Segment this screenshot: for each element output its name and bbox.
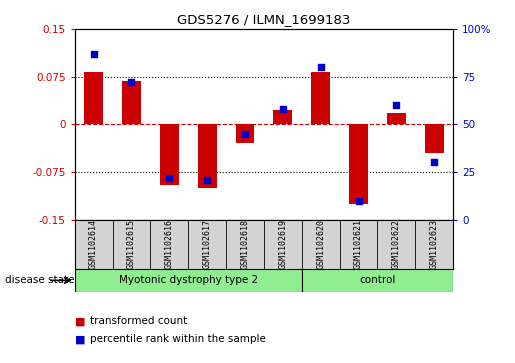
Point [279,106,287,112]
Text: GSM1102615: GSM1102615 [127,219,136,269]
Text: transformed count: transformed count [90,316,187,326]
Bar [84,72,103,124]
Bar [273,110,293,124]
Text: GSM1102620: GSM1102620 [316,219,325,269]
Point [317,64,325,70]
Bar [387,113,406,124]
Bar [349,124,368,204]
Text: percentile rank within the sample: percentile rank within the sample [90,334,266,344]
Bar [160,124,179,185]
Text: GSM1102622: GSM1102622 [392,219,401,269]
Text: disease state: disease state [5,275,75,285]
Text: ■: ■ [75,316,85,326]
Bar [425,124,444,153]
Point [90,51,98,57]
Bar [302,269,453,292]
Text: GSM1102617: GSM1102617 [203,219,212,269]
Point [430,159,438,165]
Point [165,175,174,180]
Text: GSM1102616: GSM1102616 [165,219,174,269]
Point [354,197,363,203]
Text: GSM1102619: GSM1102619 [279,219,287,269]
Bar [311,72,330,124]
Point [392,102,401,108]
Bar [75,269,302,292]
Text: GSM1102621: GSM1102621 [354,219,363,269]
Bar [198,124,217,188]
Text: Myotonic dystrophy type 2: Myotonic dystrophy type 2 [118,276,258,285]
Point [241,131,249,137]
Bar [235,124,254,143]
Text: GSM1102618: GSM1102618 [241,219,249,269]
Text: ■: ■ [75,334,85,344]
Point [127,79,135,85]
Bar [122,81,141,124]
Title: GDS5276 / ILMN_1699183: GDS5276 / ILMN_1699183 [177,13,351,26]
Point [203,177,211,183]
Text: GSM1102614: GSM1102614 [89,219,98,269]
Text: control: control [359,276,396,285]
Text: GSM1102623: GSM1102623 [430,219,439,269]
